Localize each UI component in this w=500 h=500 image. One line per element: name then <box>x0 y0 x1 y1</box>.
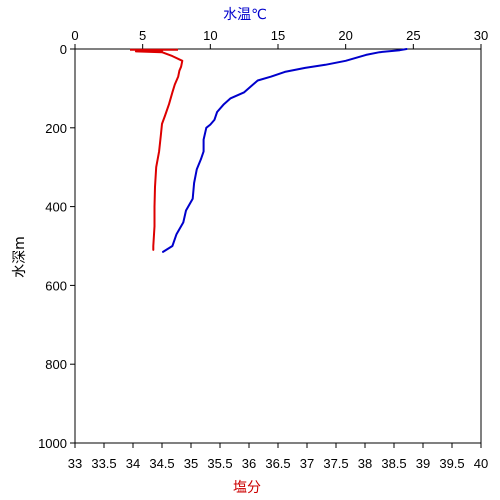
bottom-tick-label: 38.5 <box>381 456 406 471</box>
bottom-tick-label: 39.5 <box>439 456 464 471</box>
top-tick-label: 5 <box>139 28 146 43</box>
y-tick-label: 600 <box>45 278 67 293</box>
salinity-line <box>134 50 184 251</box>
bottom-tick-label: 38 <box>358 456 372 471</box>
bottom-tick-label: 34.5 <box>149 456 174 471</box>
top-axis-title: 水温℃ <box>223 7 267 23</box>
y-tick-label: 0 <box>60 42 67 57</box>
top-tick-label: 30 <box>474 28 488 43</box>
bottom-tick-label: 36.5 <box>265 456 290 471</box>
bottom-tick-label: 33.5 <box>91 456 116 471</box>
top-tick-label: 10 <box>203 28 217 43</box>
series-layer <box>130 48 408 253</box>
bottom-tick-label: 33 <box>68 456 82 471</box>
bottom-axis: 33 33.5 34 34.5 35 35.5 36 36.5 37 37.5 38 38.5 39 39… <box>68 443 488 471</box>
bottom-tick-label: 34 <box>126 456 140 471</box>
y-tick-label: 400 <box>45 200 67 215</box>
bottom-tick-label: 35 <box>184 456 198 471</box>
y-tick-label: 200 <box>45 121 67 136</box>
top-tick-label: 15 <box>271 28 285 43</box>
bottom-tick-label: 37 <box>300 456 314 471</box>
bottom-axis-title: 塩分 <box>233 480 261 496</box>
bottom-tick-label: 40 <box>474 456 488 471</box>
y-axis: 0 200 400 600 800 1000 <box>38 42 75 451</box>
temperature-line <box>162 48 408 253</box>
y-tick-label: 1000 <box>38 436 67 451</box>
top-tick-label: 25 <box>406 28 420 43</box>
bottom-tick-label: 37.5 <box>323 456 348 471</box>
top-tick-label: 20 <box>338 28 352 43</box>
bottom-tick-label: 35.5 <box>207 456 232 471</box>
top-axis: 0 5 10 15 20 25 30 <box>71 28 488 49</box>
top-tick-label: 0 <box>71 28 78 43</box>
plot-frame <box>74 48 482 444</box>
bottom-tick-label: 39 <box>416 456 430 471</box>
bottom-tick-label: 36 <box>242 456 256 471</box>
y-tick-label: 800 <box>45 357 67 372</box>
y-axis-title: 水深m <box>12 236 28 278</box>
